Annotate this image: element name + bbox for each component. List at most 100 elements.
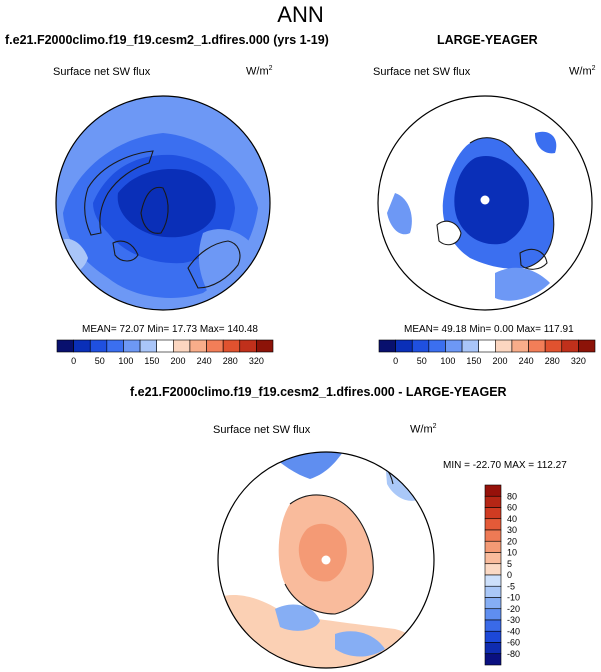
panel3-colorbar-tick-label: -30 — [507, 615, 520, 625]
panel3-colorbar-tick-label: 0 — [507, 570, 512, 580]
panel1-colorbar-swatch — [239, 339, 257, 353]
panel3-colorbar-swatch — [484, 574, 502, 587]
panel3-colorbar-tick-label: 5 — [507, 559, 512, 569]
panel1-colorbar-tick-label: 200 — [171, 356, 186, 366]
panel2-colorbar-swatch — [478, 339, 496, 353]
panel2-variable-label: Surface net SW flux — [373, 66, 471, 78]
panel3-colorbar-tick-label: 10 — [507, 548, 517, 558]
panel3-colorbar-swatch — [484, 552, 502, 565]
panel3-colorbar-swatch — [484, 597, 502, 610]
panel3-field-atlantic — [275, 604, 320, 631]
panel3-colorbar-tick-label: -5 — [507, 581, 515, 591]
panel1-colorbar-swatch — [56, 339, 74, 353]
panel3-colorbar-swatch — [484, 619, 502, 632]
panel2-colorbar-swatch — [428, 339, 446, 353]
panel2-colorbar-swatch — [528, 339, 546, 353]
panel1-stats: MEAN= 72.07 Min= 17.73 Max= 140.48 — [82, 324, 258, 335]
panel2-colorbar-tick-label: 320 — [571, 356, 586, 366]
panel1-colorbar-tick-label: 50 — [95, 356, 105, 366]
panel2-colorbar-swatch — [544, 339, 563, 353]
panel3-colorbar-swatch — [484, 642, 502, 655]
panel1-variable-label: Surface net SW flux — [53, 66, 151, 78]
page-title: ANN — [277, 2, 324, 27]
panel2-units: W/m2 — [569, 65, 596, 78]
panel1-colorbar-swatch — [173, 339, 191, 353]
panel2-colorbar-swatch — [411, 339, 430, 353]
panel3-colorbar-swatch — [484, 585, 502, 598]
panel2-coast-greenland — [436, 220, 462, 246]
panel3-colorbar-tick-label: -10 — [507, 593, 520, 603]
panel1-map — [55, 95, 271, 311]
panel3-field-norwegian — [335, 631, 385, 657]
panel3-map-boundary — [217, 451, 435, 669]
panel1-colorbar: 0 50 100 150 200 240 280 320 — [56, 339, 274, 366]
panel1-units: W/m2 — [246, 65, 273, 78]
panel1-colorbar-tick-label: 150 — [144, 356, 159, 366]
panel3-variable-label: Surface net SW flux — [213, 424, 311, 436]
panel3-colorbar-swatch — [484, 540, 502, 553]
panel2-map-boundary — [377, 95, 593, 311]
panel2-colorbar-tick-label: 50 — [417, 356, 427, 366]
panel3-stats: MIN = -22.70 MAX = 112.27 — [443, 460, 567, 471]
panel2-colorbar-swatch — [445, 339, 463, 353]
panel1-coast-scandinavia — [187, 240, 241, 289]
panel2-title: LARGE-YEAGER — [437, 33, 538, 47]
panel3-coast-outer — [284, 494, 374, 615]
panel2-colorbar-swatch — [578, 339, 596, 353]
panel3-colorbar-swatch — [484, 518, 502, 531]
panel1-colorbar-swatch — [139, 339, 157, 353]
panel2-field-core — [454, 155, 529, 245]
panel2-colorbar-tick-label: 240 — [519, 356, 534, 366]
panel1-colorbar-swatch — [189, 339, 207, 353]
panel3-colorbar-tick-label: -40 — [507, 626, 520, 636]
panel3-colorbar-swatch — [484, 529, 502, 542]
panel2-colorbar: 0 50 100 150 200 240 280 320 — [378, 339, 596, 366]
panel1-colorbar-tick-label: 280 — [223, 356, 238, 366]
panel1-colorbar-swatch — [123, 339, 141, 353]
panel1-colorbar-tick-label: 240 — [197, 356, 212, 366]
panel2-map — [377, 95, 593, 311]
panel1-coast-asia — [84, 150, 154, 236]
panel1-colorbar-swatch — [256, 339, 274, 353]
panel3-colorbar-swatch — [484, 495, 502, 508]
panel1-title: f.e21.F2000climo.f19_f19.cesm2_1.dfires.… — [5, 33, 329, 47]
panel3-colorbar-tick-label: -60 — [507, 638, 520, 648]
panel2-field-bay — [535, 131, 557, 154]
panel3-colorbar-tick-label: 80 — [507, 491, 517, 501]
panel3-colorbar-tick-label: -80 — [507, 649, 520, 659]
panel2-colorbar-swatch — [461, 339, 479, 353]
panel2-coast-outer — [469, 137, 555, 269]
panel3-colorbar-swatch — [484, 484, 502, 497]
panel3-colorbar-tick-label: 30 — [507, 525, 517, 535]
panel3-colorbar-swatch — [484, 563, 502, 576]
panel1-colorbar-tick-label: 0 — [71, 356, 76, 366]
panel2-colorbar-tick-label: 100 — [440, 356, 455, 366]
panel3-colorbar-tick-label: 40 — [507, 514, 517, 524]
panel2-colorbar-tick-label: 280 — [545, 356, 560, 366]
panel1-colorbar-swatch — [206, 339, 224, 353]
panel2-colorbar-swatch — [511, 339, 529, 353]
panel2-colorbar-swatch — [378, 339, 396, 353]
panel3-units: W/m2 — [410, 423, 437, 436]
panel1-colorbar-swatch — [106, 339, 124, 353]
panel2-colorbar-tick-label: 0 — [393, 356, 398, 366]
panel2-pole-hole — [480, 195, 490, 205]
panel2-stats: MEAN= 49.18 Min= 0.00 Max= 117.91 — [404, 324, 574, 335]
panel3-field-center — [298, 523, 347, 582]
panel3-colorbar-swatch — [484, 630, 502, 643]
panel3-colorbar-swatch — [484, 608, 502, 621]
panel3-map — [217, 451, 435, 669]
panel3-colorbar-tick-label: 20 — [507, 536, 517, 546]
panel3-colorbar-tick-label: -20 — [507, 604, 520, 614]
panel2-coast-scandinavia — [519, 248, 548, 270]
panel3-colorbar-swatch — [484, 653, 502, 666]
panel2-field-pacific — [387, 193, 412, 235]
panel3-colorbar-swatch — [484, 507, 502, 520]
panel2-colorbar-swatch — [561, 339, 579, 353]
panel1-colorbar-swatch — [73, 339, 91, 353]
panel1-colorbar-tick-label: 320 — [249, 356, 264, 366]
panel1-colorbar-tick-label: 100 — [118, 356, 133, 366]
panel1-colorbar-swatch — [222, 339, 241, 353]
panel2-field-atlantic — [495, 267, 550, 301]
